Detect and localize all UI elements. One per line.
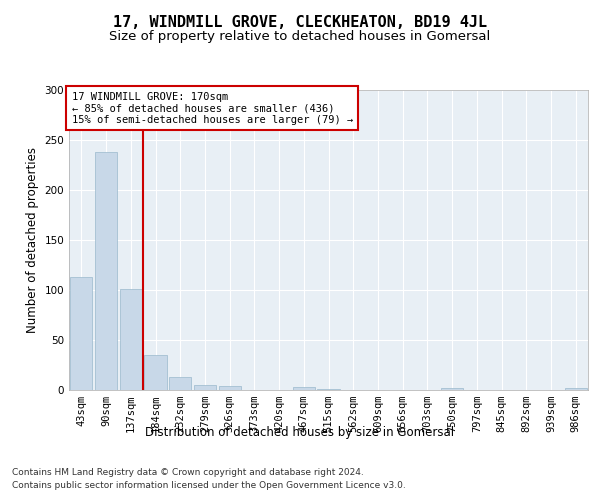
- Text: Contains HM Land Registry data © Crown copyright and database right 2024.: Contains HM Land Registry data © Crown c…: [12, 468, 364, 477]
- Bar: [565, 388, 587, 390]
- Y-axis label: Number of detached properties: Number of detached properties: [26, 147, 39, 333]
- Text: Distribution of detached houses by size in Gomersal: Distribution of detached houses by size …: [145, 426, 455, 439]
- Bar: [70, 277, 92, 390]
- Bar: [218, 386, 241, 390]
- Bar: [169, 377, 191, 390]
- Bar: [145, 355, 167, 390]
- Bar: [119, 289, 142, 390]
- Text: Size of property relative to detached houses in Gomersal: Size of property relative to detached ho…: [109, 30, 491, 43]
- Text: 17, WINDMILL GROVE, CLECKHEATON, BD19 4JL: 17, WINDMILL GROVE, CLECKHEATON, BD19 4J…: [113, 15, 487, 30]
- Text: 17 WINDMILL GROVE: 170sqm
← 85% of detached houses are smaller (436)
15% of semi: 17 WINDMILL GROVE: 170sqm ← 85% of detac…: [71, 92, 353, 124]
- Bar: [293, 387, 315, 390]
- Bar: [95, 152, 117, 390]
- Text: Contains public sector information licensed under the Open Government Licence v3: Contains public sector information licen…: [12, 480, 406, 490]
- Bar: [441, 388, 463, 390]
- Bar: [194, 385, 216, 390]
- Bar: [317, 389, 340, 390]
